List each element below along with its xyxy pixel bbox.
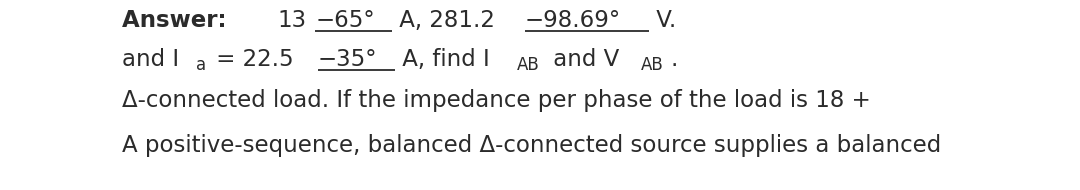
Text: .: .: [671, 48, 677, 71]
Text: and V: and V: [546, 48, 620, 71]
Text: V.: V.: [649, 9, 676, 32]
Text: Δ-connected load. If the impedance per phase of the load is 18 +: Δ-connected load. If the impedance per p…: [122, 89, 878, 112]
Text: AB: AB: [517, 56, 540, 74]
Text: A positive-sequence, balanced Δ-connected source supplies a balanced: A positive-sequence, balanced Δ-connecte…: [122, 134, 942, 157]
Text: Answer:: Answer:: [122, 9, 243, 32]
Text: A, 281.2: A, 281.2: [392, 9, 495, 32]
Text: AB: AB: [640, 56, 663, 74]
Text: −35°: −35°: [318, 48, 378, 71]
Text: = 22.5: = 22.5: [208, 48, 294, 71]
Text: −65°: −65°: [315, 9, 375, 32]
Text: and I: and I: [122, 48, 179, 71]
Text: A, find I: A, find I: [395, 48, 489, 71]
Text: a: a: [195, 56, 206, 74]
Text: −98.69°: −98.69°: [525, 9, 621, 32]
Text: 13: 13: [278, 9, 307, 32]
